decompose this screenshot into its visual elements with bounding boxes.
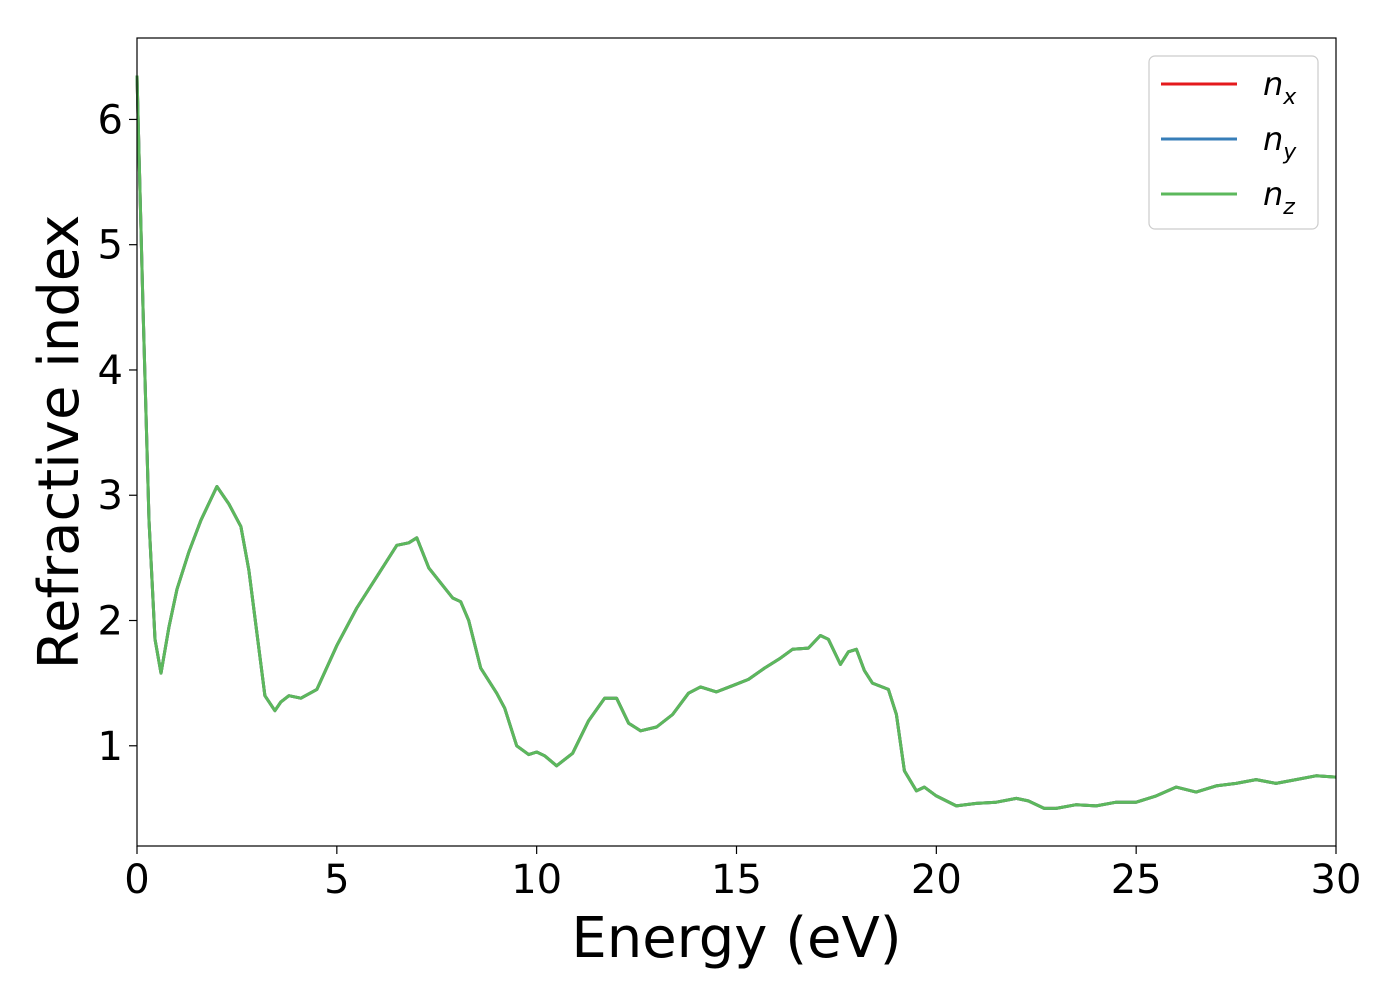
x-tick-label: 30 bbox=[1311, 857, 1362, 903]
legend-label-base: n bbox=[1263, 120, 1283, 158]
x-tick-label: 15 bbox=[711, 857, 762, 903]
y-tick-label: 6 bbox=[98, 97, 123, 143]
plot-area-frame bbox=[136, 37, 1337, 847]
x-axis-label: Energy (eV) bbox=[571, 906, 901, 971]
x-tick-label: 10 bbox=[511, 857, 562, 903]
legend-label-base: n bbox=[1263, 65, 1283, 103]
legend-label: nx bbox=[1263, 65, 1297, 110]
x-axis-ticks: 0 5 10 15 20 25 30 bbox=[124, 846, 1361, 903]
legend-label-base: n bbox=[1263, 175, 1283, 213]
legend-label-sub: x bbox=[1282, 85, 1297, 110]
y-axis-ticks: 1 2 3 4 5 6 bbox=[98, 97, 137, 770]
legend-label-sub: y bbox=[1282, 140, 1297, 165]
x-tick-label: 0 bbox=[124, 857, 149, 903]
x-tick-label: 25 bbox=[1111, 857, 1162, 903]
y-tick-label: 2 bbox=[98, 599, 123, 645]
legend-label-sub: z bbox=[1282, 195, 1295, 220]
series-line-n-z bbox=[135, 75, 1337, 810]
legend-label: nz bbox=[1263, 175, 1295, 220]
y-tick-label: 1 bbox=[98, 724, 123, 770]
legend-label: ny bbox=[1263, 120, 1297, 165]
y-tick-label: 5 bbox=[98, 223, 123, 269]
y-axis-label: Refractive index bbox=[27, 215, 92, 670]
x-tick-label: 5 bbox=[324, 857, 349, 903]
x-tick-label: 20 bbox=[911, 857, 962, 903]
series-lines bbox=[135, 75, 1337, 810]
legend-box bbox=[1148, 55, 1319, 230]
y-tick-label: 4 bbox=[98, 348, 123, 394]
y-tick-label: 3 bbox=[98, 473, 123, 519]
